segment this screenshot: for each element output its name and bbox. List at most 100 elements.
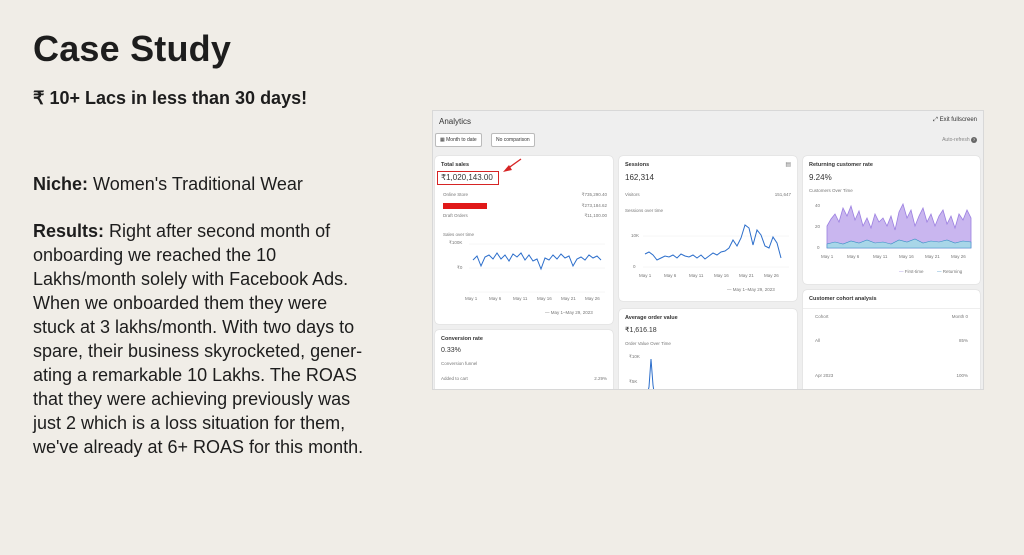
exit-fullscreen-button[interactable]: ⤢ Exit fullscreen (933, 117, 977, 123)
help-icon: ? (971, 137, 977, 143)
row-label: Visitors (625, 192, 640, 197)
sales-series-line (472, 252, 602, 271)
row-value: 2.29% (594, 376, 607, 381)
x-tick: May 1 (821, 254, 834, 259)
table-cell: 100% (956, 373, 968, 378)
card-title: Sessions (625, 162, 650, 168)
niche-line: Niche: Women's Traditional Wear (33, 172, 303, 196)
redaction-bar (443, 203, 487, 209)
analytics-screenshot: Analytics ⤢ Exit fullscreen Auto-refresh… (432, 110, 984, 390)
results-line: onboarding we reached the 10 (33, 245, 277, 265)
aov-value: ₹1,616.18 (625, 327, 657, 334)
results-label: Results: (33, 221, 105, 241)
row-value: ₹735,290.40 (581, 192, 607, 197)
x-tick: May 6 (489, 296, 502, 301)
first-time-area (826, 202, 972, 249)
cohort-card[interactable]: Customer cohort analysis Cohort Month 0 … (803, 290, 980, 389)
sessions-card[interactable]: Sessions ▤ 162,314 Visitors 151,647 Sess… (619, 156, 797, 301)
row-label: Added to cart (441, 376, 468, 381)
x-tick: May 1 (465, 296, 478, 301)
results-line: ating a remarkable 10 Lakhs. The ROAS (33, 365, 357, 385)
card-title: Returning customer rate (809, 162, 873, 168)
sessions-series-line (644, 224, 782, 261)
card-title: Conversion rate (441, 336, 483, 342)
chart-label: Sales over time (443, 232, 475, 237)
x-tick: May 26 (764, 273, 779, 278)
y-tick: 0 (633, 264, 636, 269)
comparison-button[interactable]: No comparison (491, 133, 535, 147)
x-tick: May 11 (689, 273, 704, 278)
results-line: Lakhs/month solely with Facebook Ads. (33, 269, 349, 289)
row-value: ₹11,100.00 (584, 213, 607, 218)
niche-value: Women's Traditional Wear (93, 174, 303, 194)
y-tick: ₹0 (457, 265, 463, 270)
chart-label: Sessions over time (625, 208, 664, 213)
table-cell: All (815, 338, 821, 343)
chart-legend: — May 1–May 29, 2023 (545, 310, 593, 315)
x-tick: May 6 (664, 273, 677, 278)
x-tick: May 26 (951, 254, 966, 259)
y-tick: ₹100K (449, 240, 463, 245)
y-tick: 20 (815, 224, 821, 229)
annotation-arrow (503, 158, 522, 172)
column-header: Month 0 (951, 314, 968, 319)
aov-series-line (647, 358, 655, 389)
x-tick: May 16 (714, 273, 729, 278)
x-tick: May 11 (873, 254, 888, 259)
returning-customer-value: 9.24% (809, 173, 832, 182)
conversion-value: 0.33% (441, 347, 461, 354)
legend-returning: — Returning (937, 269, 963, 274)
card-title: Average order value (625, 315, 678, 321)
x-tick: May 16 (537, 296, 552, 301)
results-line: Right after second month of (109, 221, 331, 241)
options-icon[interactable]: ▤ (785, 162, 791, 168)
funnel-label: Conversion funnel (441, 361, 478, 366)
customers-area-chart (826, 202, 972, 249)
calendar-icon: ▦ (440, 137, 447, 143)
chart-label: Customers Over Time (809, 188, 853, 193)
returning-customer-card[interactable]: Returning customer rate 9.24% Customers … (803, 156, 980, 284)
column-header: Cohort (815, 314, 829, 319)
sessions-line-chart (643, 224, 789, 268)
divider (803, 308, 980, 309)
x-tick: May 16 (899, 254, 914, 259)
page-subtitle: ₹ 10+ Lacs in less than 30 days! (33, 88, 308, 108)
returning-area (826, 238, 972, 249)
x-tick: May 1 (639, 273, 652, 278)
date-range-button[interactable]: ▦ Month to date (435, 133, 482, 147)
auto-refresh-toggle[interactable]: Auto-refresh ? (942, 137, 977, 143)
total-sales-card[interactable]: Total sales ₹1,020,143.00 Online Store ₹… (435, 156, 613, 324)
card-title: Total sales (441, 162, 470, 168)
legend-first-time: — First-time (899, 269, 924, 274)
niche-label: Niche: (33, 174, 89, 194)
y-tick: 0 (817, 245, 820, 250)
y-tick: 40 (815, 203, 821, 208)
row-label: Draft Orders (443, 213, 468, 218)
highlight-box (437, 171, 499, 185)
results-line: spare, their business skyrocketed, gener… (33, 341, 363, 361)
x-tick: May 6 (847, 254, 860, 259)
y-tick: 10K (631, 233, 640, 238)
aov-card[interactable]: Average order value ₹1,616.18 Order Valu… (619, 309, 797, 389)
conversion-card[interactable]: Conversion rate 0.33% Conversion funnel … (435, 330, 613, 389)
results-paragraph: Results: Right after second month of onb… (33, 219, 393, 459)
total-sales-value: ₹1,020,143.00 (441, 173, 493, 182)
x-tick: May 11 (513, 296, 528, 301)
x-tick: May 21 (925, 254, 940, 259)
row-label: Online Store (443, 192, 469, 197)
results-line: When we onboarded them they were (33, 293, 328, 313)
analytics-header: Analytics (439, 117, 472, 126)
card-title: Customer cohort analysis (809, 296, 877, 302)
sessions-value: 162,314 (625, 173, 654, 182)
x-tick: May 21 (561, 296, 576, 301)
y-tick: ₹5K (629, 379, 638, 384)
table-cell: 85% (958, 338, 968, 343)
aov-line-chart (647, 358, 655, 389)
table-cell: Apr 2023 (815, 373, 834, 378)
x-tick: May 26 (585, 296, 600, 301)
results-line: just 2 which is a loss situation for the… (33, 413, 346, 433)
results-line: stuck at 3 lakhs/month. With two days to (33, 317, 355, 337)
results-line: that they were achieving previously was (33, 389, 351, 409)
chart-legend: — May 1–May 29, 2023 (727, 287, 775, 292)
x-tick: May 21 (739, 273, 754, 278)
